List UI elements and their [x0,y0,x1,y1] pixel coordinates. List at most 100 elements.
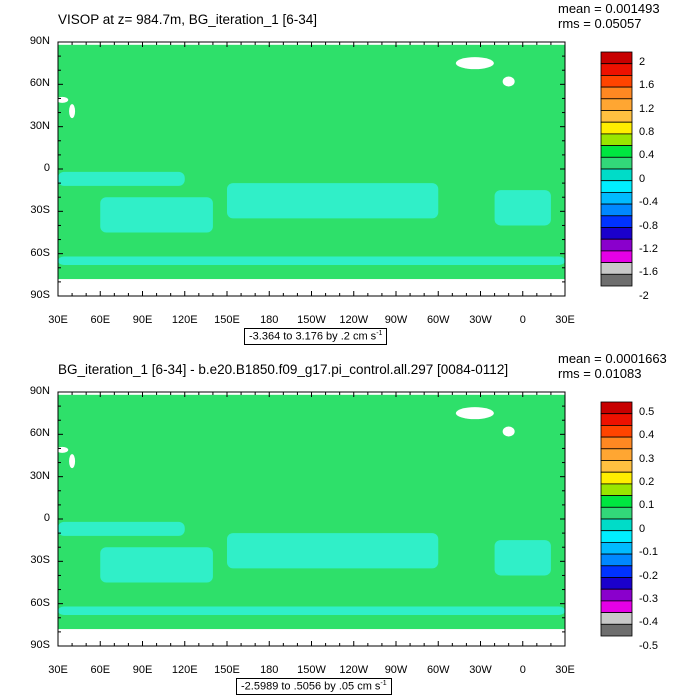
negative-anomaly-region [100,547,213,583]
colorbar-swatch [600,401,633,415]
lat-tick-label: 0 [43,512,50,524]
lon-tick-label: 150W [297,314,326,326]
negative-anomaly-region [227,183,439,219]
colorbar-swatch [600,623,633,637]
lat-tick-label: 90N [29,35,50,47]
map-plot-1 [56,41,633,297]
lon-tick-label: 180 [260,314,279,326]
lon-tick-label: 150E [214,664,240,676]
colorbar-swatch [600,250,633,263]
colorbar-swatch [600,227,633,240]
black-sea-mask [69,454,76,469]
colorbar-swatch [600,460,633,473]
lat-tick-label: 30S [30,204,50,217]
contour-range-box-1: -3.364 to 3.176 by .2 cm s-1 [244,328,388,345]
colorbar-label: 0.8 [639,125,655,138]
lat-tick-label: 90S [30,639,50,651]
lon-tick-label: 0 [519,664,526,676]
lon-tick-label: 30E [48,664,68,676]
plot-panel-2: BG_iteration_1 [6-34] - b.e20.B1850.f09_… [0,350,700,700]
lon-tick-label: 0 [519,314,526,326]
colorbar-label: 0.4 [639,149,655,162]
lon-tick-label: 90W [384,314,408,326]
colorbar-swatch [600,262,633,275]
plot-title-2: BG_iteration_1 [6-34] - b.e20.B1850.f09_… [58,362,509,377]
colorbar-label: 1.6 [639,79,655,92]
colorbar-swatch [600,518,633,532]
colorbar-swatch [600,448,633,461]
colorbar-label: -0.8 [639,219,658,232]
colorbar-label: -0.4 [639,616,658,629]
lon-tick-label: 60W [426,664,450,676]
colorbar-label: 2 [639,55,646,68]
lon-tick-label: 90W [384,664,408,676]
colorbar-swatch [600,110,633,123]
rms-stat-1: rms = 0.05057 [558,16,642,31]
contour-range-text-1: -3.364 to 3.176 by .2 cm s [249,330,377,343]
colorbar-swatch [600,203,633,217]
colorbar-swatch [600,98,633,111]
lon-tick-label: 60E [90,314,111,326]
colorbar-swatch [600,436,633,450]
plot-panel-1: VISOP at z= 984.7m, BG_iteration_1 [6-34… [29,1,660,345]
negative-anomaly-region [100,197,213,233]
lat-tick-label: 30N [29,119,50,132]
colorbar-swatch [600,541,633,555]
colorbar-swatch [600,413,633,426]
colorbar-swatch [600,238,633,252]
colorbar-label: -0.2 [639,569,658,582]
negative-anomaly-region [58,606,565,615]
lon-tick-label: 60W [426,314,450,326]
contour-range-exp-2: -1 [380,680,387,687]
colorbar-swatch [600,168,633,182]
lat-tick-label: 0 [43,162,50,174]
negative-anomaly-region [58,256,565,265]
lon-tick-label: 120E [171,664,198,676]
lon-tick-label: 30W [469,314,492,326]
greenland-mask [455,57,494,70]
lat-tick-label: 60N [29,427,50,440]
colorbar-swatch [600,553,633,567]
lat-tick-label: 30N [29,469,50,482]
colorbar-swatch [600,600,633,613]
colorbar-swatch [600,273,633,287]
colorbar-swatch [600,588,633,602]
lat-tick-label: 60S [30,246,50,259]
negative-anomaly-region [494,540,551,576]
colorbar-swatch [600,63,633,76]
negative-anomaly-region [494,190,551,226]
colorbar-label: 1.2 [639,102,655,115]
iceland-mask [502,426,515,437]
mean-stat-1: mean = 0.001493 [558,1,660,16]
contour-range-box-2: -2.5989 to .5056 by .05 cm s-1 [236,678,392,695]
colorbar-label: 0.1 [639,499,655,512]
colorbar-label: -1.6 [639,266,658,279]
colorbar-swatch [600,215,633,228]
rms-stat-2: rms = 0.01083 [558,366,642,381]
lon-tick-label: 150W [297,664,326,676]
lon-tick-label: 30E [48,314,68,326]
colorbar-label: 0.3 [639,452,655,465]
colorbar-label: -0.3 [639,592,658,605]
colorbar-swatch [600,75,633,88]
colorbar-swatch [600,530,633,543]
colorbar-label: 0.2 [639,475,655,488]
colorbar-swatch [600,191,633,205]
lon-tick-label: 120W [339,314,369,326]
colorbar-swatch [600,495,633,508]
lat-tick-label: 90N [29,385,50,397]
colorbar-label: -0.5 [639,639,658,652]
contour-range-text-2: -2.5989 to .5056 by .05 cm s [241,680,381,693]
negative-anomaly-region [58,521,185,536]
black-sea-mask [69,104,76,119]
colorbar-label: 0 [639,172,646,185]
colorbar-label: -0.1 [639,546,658,559]
lon-tick-label: 180 [260,664,279,676]
colorbar-swatch [600,577,633,590]
iceland-mask [502,76,515,87]
lon-tick-label: 30E [555,664,575,676]
colorbar-label: -1.2 [639,242,658,255]
lon-tick-label: 90E [132,314,153,326]
colorbar-label: 0 [639,522,646,535]
colorbar-swatch [600,483,633,496]
